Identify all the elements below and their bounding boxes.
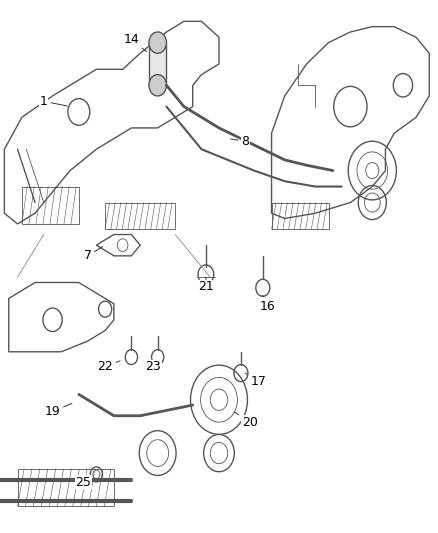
Bar [18, 469, 114, 506]
Text: 16: 16 [259, 295, 275, 313]
Text: 7: 7 [84, 247, 103, 262]
Text: 23: 23 [145, 360, 161, 373]
Text: 25: 25 [75, 475, 92, 489]
Text: 1: 1 [40, 95, 67, 108]
Circle shape [149, 32, 166, 53]
Text: 19: 19 [45, 403, 72, 418]
Text: 17: 17 [245, 373, 266, 387]
Text: 8: 8 [230, 135, 249, 148]
Circle shape [149, 75, 166, 96]
Text: 20: 20 [234, 412, 258, 429]
Text: 22: 22 [97, 360, 120, 373]
Text: 21: 21 [198, 277, 214, 293]
Bar [149, 43, 166, 85]
Text: 14: 14 [124, 34, 147, 52]
